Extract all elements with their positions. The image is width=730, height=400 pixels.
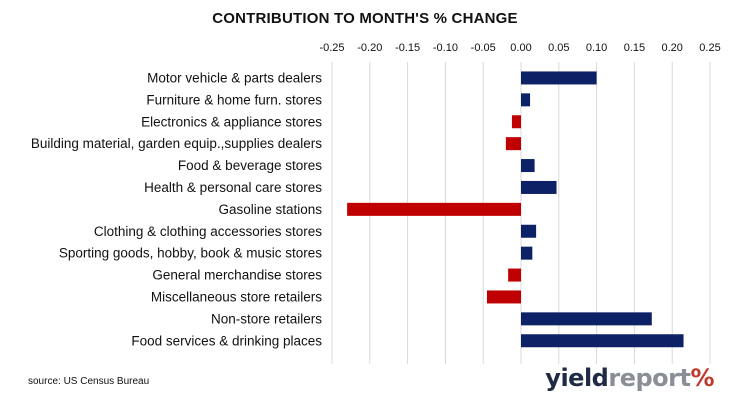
category-label: Gasoline stations xyxy=(218,202,322,217)
x-axis-ticks: -0.25 -0.20 -0.15 -0.10 -0.05 0.00 0.05 0.10 0.1… xyxy=(319,42,720,54)
category-label: Electronics & appliance stores xyxy=(141,114,322,129)
bar xyxy=(505,137,521,151)
x-tick-label: -0.05 xyxy=(471,42,496,54)
bar xyxy=(521,224,537,238)
x-tick-label: -0.25 xyxy=(319,42,344,54)
bar xyxy=(521,246,533,260)
yieldreport-logo: yieldreport% xyxy=(545,364,714,392)
category-label: Clothing & clothing accessories stores xyxy=(94,224,322,239)
bars xyxy=(347,71,684,348)
bar xyxy=(347,202,521,216)
bar xyxy=(521,312,652,326)
category-label: Food & beverage stores xyxy=(178,158,322,173)
category-label: General merchandise stores xyxy=(152,268,322,283)
category-label: Miscellaneous store retailers xyxy=(151,289,322,304)
x-tick-label: 0.15 xyxy=(624,42,645,54)
x-tick-label: -0.20 xyxy=(357,42,382,54)
x-tick-label: -0.15 xyxy=(395,42,420,54)
x-tick-label: 0.25 xyxy=(699,42,720,54)
bar xyxy=(521,93,531,107)
x-tick-label: 0.10 xyxy=(586,42,607,54)
x-tick-label: 0.00 xyxy=(510,42,531,54)
chart-title: CONTRIBUTION TO MONTH'S % CHANGE xyxy=(212,10,518,27)
category-label: Food services & drinking places xyxy=(131,333,322,348)
bar xyxy=(521,71,597,85)
bar xyxy=(486,290,521,304)
category-label: Motor vehicle & parts dealers xyxy=(147,70,322,85)
category-label: Building material, garden equip.,supplie… xyxy=(31,136,322,151)
source-note: source: US Census Bureau xyxy=(28,376,150,387)
x-tick-label: -0.10 xyxy=(433,42,458,54)
bar xyxy=(508,268,521,282)
bar xyxy=(521,159,535,173)
category-label: Non-store retailers xyxy=(211,311,322,326)
x-tick-label: 0.20 xyxy=(661,42,682,54)
x-tick-label: 0.05 xyxy=(548,42,569,54)
category-label: Furniture & home furn. stores xyxy=(146,92,322,107)
category-label: Sporting goods, hobby, book & music stor… xyxy=(59,246,322,261)
category-labels: Motor vehicle & parts dealers Furniture &… xyxy=(31,70,322,348)
bar xyxy=(521,334,684,348)
bar xyxy=(521,180,557,194)
bar xyxy=(511,115,521,129)
category-label: Health & personal care stores xyxy=(144,180,322,195)
